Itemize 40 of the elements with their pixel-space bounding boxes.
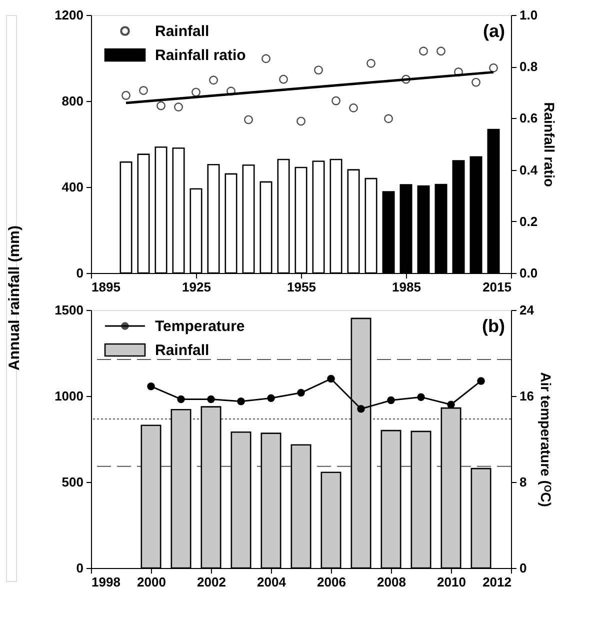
- y-tick-label: 0: [76, 560, 84, 576]
- x-tick-label: 2012: [482, 574, 512, 590]
- y-tick-label: 800: [62, 94, 84, 108]
- y2-tick-label: 16: [520, 388, 534, 404]
- y2-axis-title: Rainfall ratio: [542, 102, 558, 187]
- x-tick-label: 2006: [317, 574, 346, 590]
- x-tick-label: 1895: [92, 280, 120, 294]
- annotation: (a): [483, 21, 506, 41]
- x-tick-label: 1955: [287, 280, 316, 294]
- y-tick-label: 1500: [54, 302, 84, 318]
- y-tick-label: 400: [62, 180, 84, 194]
- y2-tick-label: 0.0: [520, 266, 538, 280]
- x-tick-label: 2015: [482, 280, 512, 294]
- x-tick-label: 1925: [182, 280, 211, 294]
- x-tick-label: 2010: [437, 574, 466, 590]
- x-tick-label: 1998: [92, 574, 120, 590]
- y2-axis-title: Air temperature (ᴼC): [538, 372, 554, 507]
- legend-label: Temperature: [155, 318, 245, 335]
- legend-label: Rainfall: [155, 342, 210, 359]
- y2-tick-label: 0.6: [520, 110, 538, 126]
- y-tick-label: 1200: [54, 8, 84, 22]
- x-tick-label: 1985: [392, 280, 421, 294]
- annotation: (b): [482, 316, 506, 336]
- y-tick-label: 1000: [54, 388, 84, 404]
- y2-tick-label: 8: [520, 474, 527, 490]
- y2-tick-label: 24: [520, 302, 535, 318]
- legend-label: Rainfall: [155, 23, 210, 40]
- y2-tick-label: 0: [520, 560, 527, 576]
- x-tick-label: 2000: [137, 574, 166, 590]
- y2-tick-label: 0.2: [520, 214, 538, 229]
- x-tick-label: 2008: [377, 574, 406, 590]
- y2-tick-label: 0.4: [520, 162, 538, 178]
- x-tick-label: 2004: [257, 574, 287, 590]
- y-tick-label: 500: [62, 474, 84, 490]
- y-axis-title: Annual rainfall (mm): [6, 225, 23, 371]
- legend-label: Rainfall ratio: [155, 47, 246, 64]
- y2-tick-label: 1.0: [520, 8, 538, 22]
- y2-tick-label: 0.8: [520, 59, 538, 74]
- x-tick-label: 2002: [197, 574, 226, 590]
- y-tick-label: 0: [76, 266, 84, 280]
